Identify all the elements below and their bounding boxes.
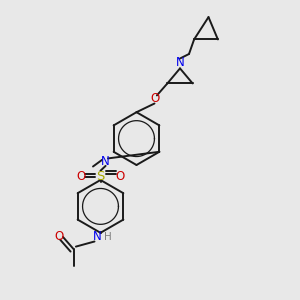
Text: N: N bbox=[93, 230, 102, 244]
Text: N: N bbox=[176, 56, 184, 70]
Text: H: H bbox=[104, 232, 112, 242]
Text: O: O bbox=[76, 169, 85, 183]
Text: O: O bbox=[151, 92, 160, 106]
Text: N: N bbox=[100, 155, 109, 168]
Text: O: O bbox=[116, 169, 124, 183]
Text: O: O bbox=[55, 230, 64, 244]
Text: S: S bbox=[96, 169, 105, 183]
